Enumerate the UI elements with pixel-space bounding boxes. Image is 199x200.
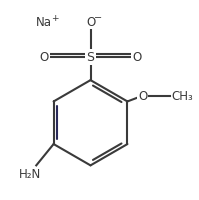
Text: Na: Na xyxy=(36,16,52,29)
Text: O: O xyxy=(86,16,95,29)
Text: −: − xyxy=(94,13,102,22)
Text: CH₃: CH₃ xyxy=(171,90,193,103)
Text: O: O xyxy=(138,90,147,103)
Text: H₂N: H₂N xyxy=(19,167,41,180)
Text: +: + xyxy=(51,14,59,23)
Text: O: O xyxy=(132,51,142,64)
Text: O: O xyxy=(39,51,49,64)
Text: S: S xyxy=(87,51,95,64)
